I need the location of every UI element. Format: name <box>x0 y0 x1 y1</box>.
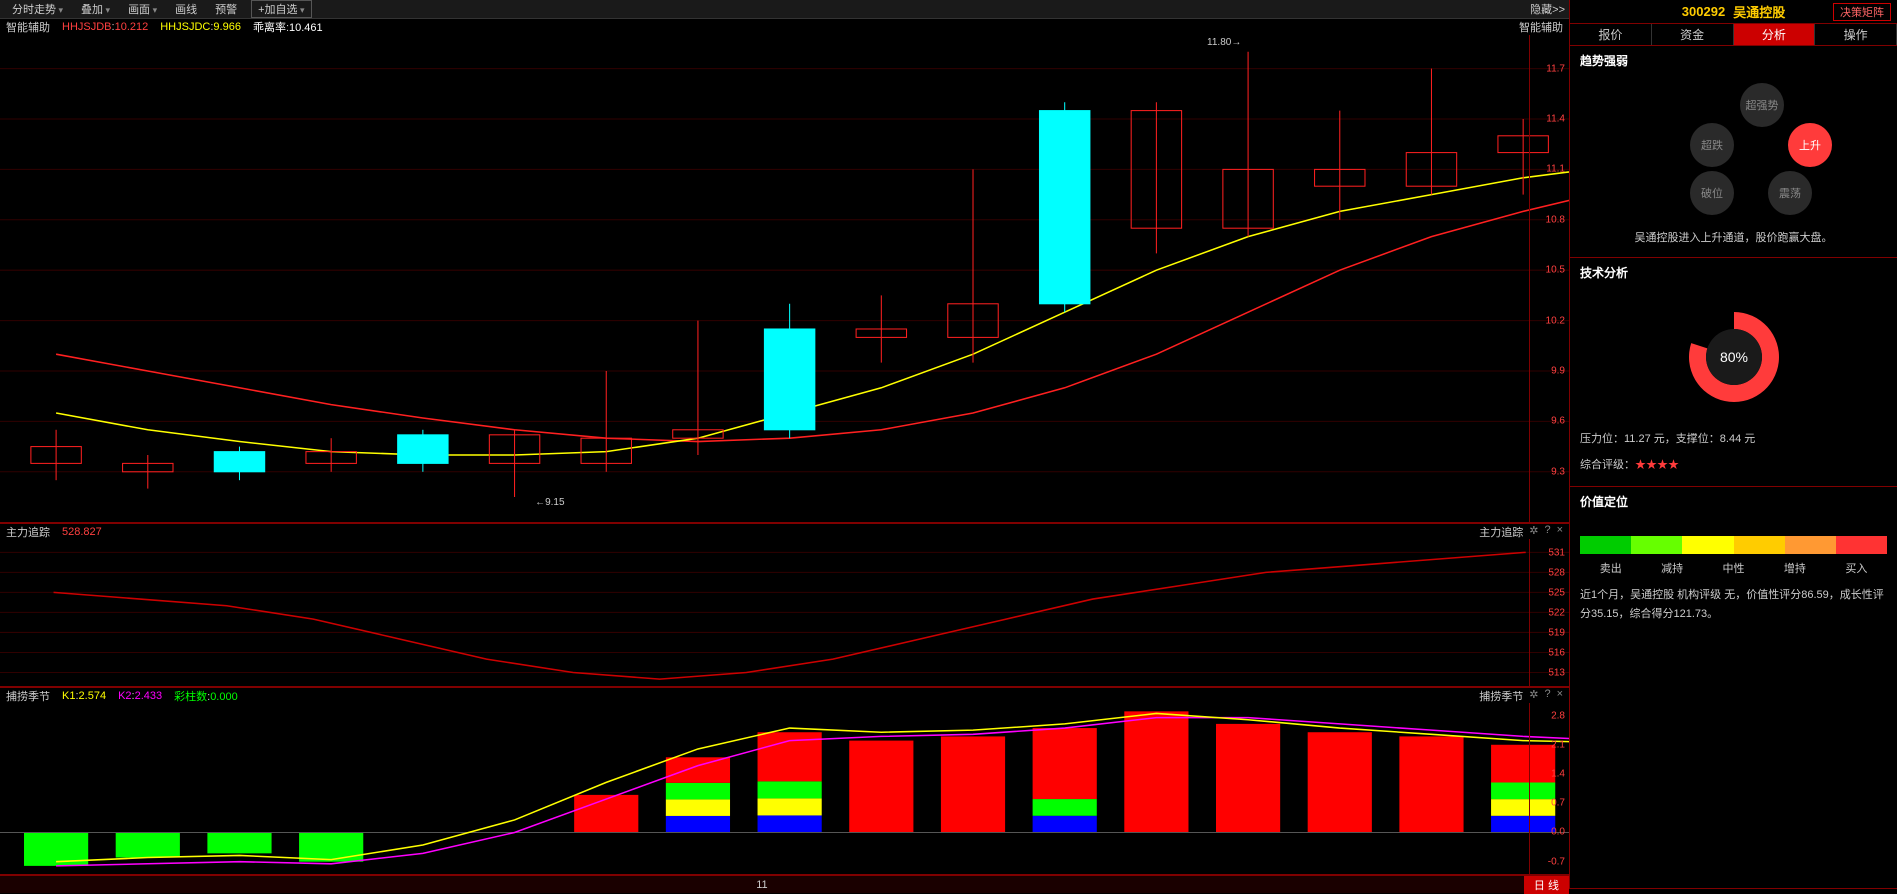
panel2-right-label: 主力追踪 <box>1479 524 1523 540</box>
trend-circles: 超强势超跌 上升破位震荡 <box>1570 75 1897 225</box>
rating-label: 减持 <box>1641 560 1702 576</box>
panel2-header: 主力追踪 528.827 主力追踪 ✲ ? × <box>0 523 1569 539</box>
main-track-chart[interactable]: 531528525522519516513 <box>0 539 1569 687</box>
rating-segment <box>1734 536 1785 554</box>
low-price-annotation: ←9.15 <box>535 497 564 508</box>
hide-sidebar-button[interactable]: 隐藏>> <box>1530 1 1565 17</box>
value-description: 近1个月，吴通控股 机构评级 无，价值性评分86.59，成长性评分35.15，综… <box>1570 576 1897 633</box>
rating-segment <box>1580 536 1631 554</box>
tech-levels: 压力位：11.27 元，支撑位：8.44 元 <box>1570 427 1897 453</box>
ind-hhjsjdb: HHJSJDB:10.212 <box>62 21 148 33</box>
trend-circle: 超跌 <box>1690 123 1734 167</box>
trend-circle: 破位 <box>1690 171 1734 215</box>
stock-header: 300292 吴通控股 决策矩阵 <box>1570 0 1897 24</box>
stock-code: 300292 <box>1682 4 1725 19</box>
trend-section: 趋势强弱 超强势超跌 上升破位震荡 吴通控股进入上升通道，股价跑赢大盘。 <box>1570 46 1897 258</box>
panel3-title: 捕捞季节 <box>6 688 50 704</box>
toolbar-drawline[interactable]: 画线 <box>167 0 205 18</box>
svg-text:80%: 80% <box>1719 349 1747 365</box>
panel3-close-icon[interactable]: × <box>1557 688 1563 704</box>
tech-rating: 综合评级：★★★★ <box>1570 453 1897 479</box>
value-section: 价值定位 卖出减持中性增持买入 近1个月，吴通控股 机构评级 无，价值性评分86… <box>1570 487 1897 889</box>
indicator-right-label: 智能辅助 <box>1519 19 1563 35</box>
rating-label: 中性 <box>1703 560 1764 576</box>
rating-color-bar <box>1580 536 1887 554</box>
toolbar-alert[interactable]: 预警 <box>207 0 245 18</box>
panel3-k1: K1:2.574 <box>62 690 106 702</box>
panel3-k2: K2:2.433 <box>118 690 162 702</box>
ind-hhjsjdc: HHJSJDC:9.966 <box>160 21 241 33</box>
rating-segment <box>1631 536 1682 554</box>
trend-circle: 超强势 <box>1740 83 1784 127</box>
tab-1[interactable]: 资金 <box>1652 24 1734 45</box>
timeframe-badge[interactable]: 日 线 <box>1524 876 1569 894</box>
tab-3[interactable]: 操作 <box>1815 24 1897 45</box>
rating-label: 买入 <box>1826 560 1887 576</box>
stock-name: 吴通控股 <box>1733 2 1785 21</box>
top-toolbar: 分时走势 叠加 画面 画线 预警 +加自选 隐藏>> <box>0 0 1569 19</box>
right-sidebar: 300292 吴通控股 决策矩阵 报价资金分析操作 趋势强弱 超强势超跌 上升破位… <box>1570 0 1897 889</box>
trend-title: 趋势强弱 <box>1570 46 1897 75</box>
rating-label: 卖出 <box>1580 560 1641 576</box>
ind-deviation: 乖离率:10.461 <box>253 19 323 35</box>
panel2-help-icon[interactable]: ? <box>1544 524 1550 540</box>
tab-0[interactable]: 报价 <box>1570 24 1652 45</box>
tech-title: 技术分析 <box>1570 258 1897 287</box>
candlestick-chart[interactable]: 11.711.411.110.810.510.29.99.69.3 11.80→… <box>0 35 1569 523</box>
rating-segment <box>1682 536 1733 554</box>
panel3-y-axis: 2.82.11.40.70.0-0.7 <box>1529 703 1569 874</box>
panel2-title: 主力追踪 <box>6 524 50 540</box>
panel3-right-label: 捕捞季节 <box>1479 688 1523 704</box>
panel2-value: 528.827 <box>62 526 102 538</box>
main-indicator-bar: 智能辅助 HHJSJDB:10.212 HHJSJDC:9.966 乖离率:10… <box>0 19 1569 35</box>
bottom-status-bar: 11 日 线 <box>0 875 1569 893</box>
high-price-annotation: 11.80→ <box>1207 37 1241 48</box>
panel3-help-icon[interactable]: ? <box>1544 688 1550 704</box>
tab-2[interactable]: 分析 <box>1734 24 1816 45</box>
tech-gauge: 80% <box>1570 287 1897 427</box>
add-favorite-button[interactable]: +加自选 <box>251 0 311 18</box>
rating-labels: 卖出减持中性增持买入 <box>1580 560 1887 576</box>
indicator-name: 智能辅助 <box>6 19 50 35</box>
panel2-close-icon[interactable]: × <box>1557 524 1563 540</box>
main-y-axis: 11.711.411.110.810.510.29.99.69.3 <box>1529 35 1569 522</box>
panel2-y-axis: 531528525522519516513 <box>1529 539 1569 686</box>
tech-section: 技术分析 80% 压力位：11.27 元，支撑位：8.44 元 综合评级：★★★… <box>1570 258 1897 487</box>
trend-circle: 震荡 <box>1768 171 1812 215</box>
panel2-settings-icon[interactable]: ✲ <box>1529 524 1538 540</box>
decision-matrix-button[interactable]: 决策矩阵 <box>1833 3 1891 21</box>
trend-description: 吴通控股进入上升通道，股价跑赢大盘。 <box>1570 225 1897 249</box>
rating-label: 增持 <box>1764 560 1825 576</box>
fishing-season-chart[interactable]: 2.82.11.40.70.0-0.7 <box>0 703 1569 875</box>
sidebar-tabs: 报价资金分析操作 <box>1570 24 1897 46</box>
panel3-header: 捕捞季节 K1:2.574 K2:2.433 彩柱数:0.000 捕捞季节 ✲ … <box>0 687 1569 703</box>
rating-segment <box>1836 536 1887 554</box>
value-title: 价值定位 <box>1570 487 1897 516</box>
panel3-colbars: 彩柱数:0.000 <box>174 688 238 704</box>
toolbar-timeshare[interactable]: 分时走势 <box>4 0 71 18</box>
toolbar-overlay[interactable]: 叠加 <box>73 0 118 18</box>
trend-circle: 上升 <box>1788 123 1832 167</box>
toolbar-layout[interactable]: 画面 <box>120 0 165 18</box>
rating-segment <box>1785 536 1836 554</box>
panel3-settings-icon[interactable]: ✲ <box>1529 688 1538 704</box>
